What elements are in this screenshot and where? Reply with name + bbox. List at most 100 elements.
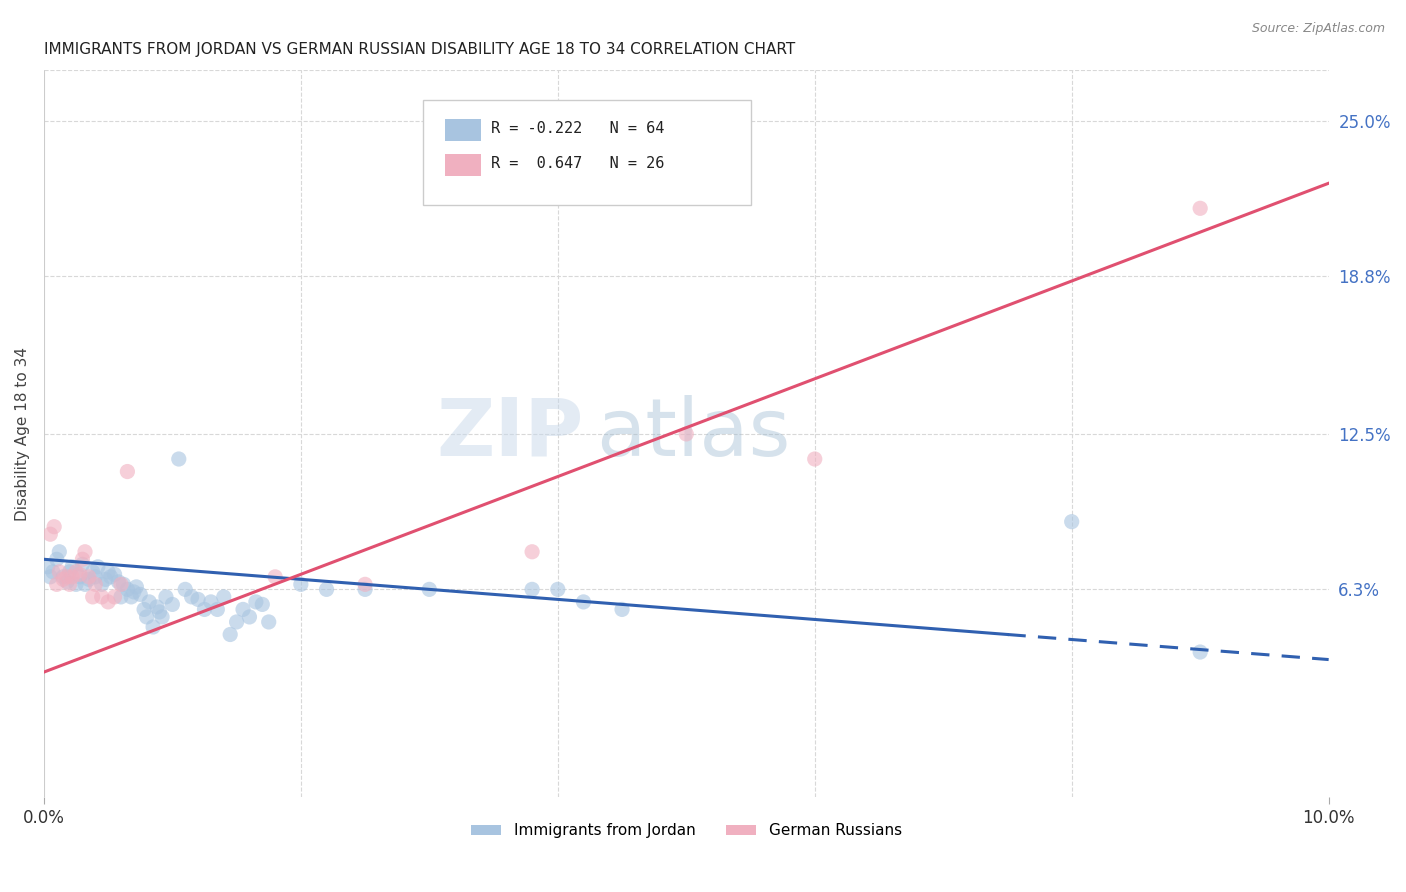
Point	[60, 570, 83, 584]
Point	[290, 577, 312, 591]
Point	[418, 582, 440, 597]
Point	[103, 567, 125, 582]
Point	[45, 577, 67, 591]
Point	[142, 620, 165, 634]
Point	[90, 590, 112, 604]
Point	[52, 570, 75, 584]
Point	[100, 570, 122, 584]
Point	[82, 565, 104, 579]
Bar	[444, 154, 481, 176]
FancyBboxPatch shape	[423, 100, 751, 205]
Point	[150, 610, 173, 624]
Point	[42, 565, 65, 579]
Point	[107, 574, 129, 589]
Point	[56, 574, 79, 589]
Point	[48, 565, 70, 579]
Point	[257, 615, 280, 629]
Point	[48, 545, 70, 559]
Point	[187, 592, 209, 607]
Text: atlas: atlas	[596, 395, 790, 473]
Point	[117, 582, 139, 597]
Point	[315, 582, 337, 597]
Text: R = -0.222   N = 64: R = -0.222 N = 64	[491, 121, 665, 136]
Point	[72, 552, 94, 566]
Text: IMMIGRANTS FROM JORDAN VS GERMAN RUSSIAN DISABILITY AGE 18 TO 34 CORRELATION CHA: IMMIGRANTS FROM JORDAN VS GERMAN RUSSIAN…	[44, 42, 796, 57]
Point	[225, 615, 247, 629]
Point	[167, 452, 190, 467]
Point	[84, 570, 107, 584]
Point	[110, 590, 132, 604]
Point	[77, 570, 100, 584]
Text: ZIP: ZIP	[436, 395, 583, 473]
Point	[174, 582, 197, 597]
Point	[58, 577, 80, 591]
Point	[132, 602, 155, 616]
Point	[65, 565, 87, 579]
Point	[212, 590, 235, 604]
Point	[112, 577, 135, 591]
Point	[1189, 202, 1212, 216]
Point	[69, 570, 91, 584]
Point	[37, 559, 59, 574]
Point	[94, 572, 117, 586]
Point	[44, 519, 66, 533]
Point	[60, 559, 83, 574]
Point	[120, 590, 142, 604]
Point	[803, 452, 825, 467]
Point	[129, 587, 152, 601]
Point	[675, 426, 697, 441]
Point	[45, 552, 67, 566]
Point	[148, 605, 170, 619]
Point	[65, 577, 87, 591]
Point	[238, 610, 260, 624]
Point	[572, 595, 595, 609]
Point	[73, 577, 96, 591]
Point	[39, 527, 62, 541]
Point	[547, 582, 569, 597]
Point	[73, 545, 96, 559]
Point	[264, 570, 287, 584]
Point	[110, 577, 132, 591]
Point	[1189, 645, 1212, 659]
Point	[520, 545, 543, 559]
Text: R =  0.647   N = 26: R = 0.647 N = 26	[491, 156, 665, 171]
Point	[610, 602, 633, 616]
Legend: Immigrants from Jordan, German Russians: Immigrants from Jordan, German Russians	[464, 817, 908, 845]
Point	[354, 577, 377, 591]
Bar	[444, 120, 481, 141]
Text: Source: ZipAtlas.com: Source: ZipAtlas.com	[1251, 22, 1385, 36]
Point	[84, 577, 107, 591]
Point	[117, 465, 139, 479]
Point	[90, 577, 112, 591]
Point	[252, 598, 274, 612]
Point	[162, 598, 184, 612]
Point	[232, 602, 254, 616]
Y-axis label: Disability Age 18 to 34: Disability Age 18 to 34	[15, 347, 30, 521]
Point	[39, 570, 62, 584]
Point	[219, 627, 242, 641]
Point	[207, 602, 229, 616]
Point	[69, 567, 91, 582]
Point	[122, 585, 145, 599]
Point	[1060, 515, 1083, 529]
Point	[77, 572, 100, 586]
Point	[146, 599, 169, 614]
Point	[138, 595, 160, 609]
Point	[82, 590, 104, 604]
Point	[135, 610, 157, 624]
Point	[97, 595, 120, 609]
Point	[72, 558, 94, 572]
Point	[354, 582, 377, 597]
Point	[180, 590, 202, 604]
Point	[155, 590, 177, 604]
Point	[200, 595, 222, 609]
Point	[193, 602, 215, 616]
Point	[125, 580, 148, 594]
Point	[103, 590, 125, 604]
Point	[56, 570, 79, 584]
Point	[97, 565, 120, 579]
Point	[58, 565, 80, 579]
Point	[520, 582, 543, 597]
Point	[245, 595, 267, 609]
Point	[52, 572, 75, 586]
